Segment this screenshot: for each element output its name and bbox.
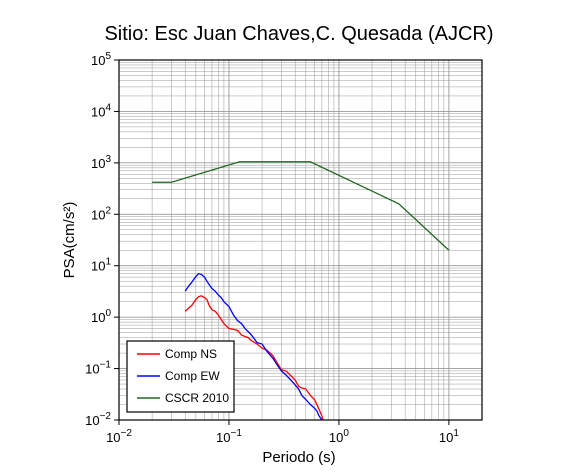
- series-line-1: [184, 272, 323, 420]
- y-tick-label: 101: [91, 257, 111, 274]
- y-axis-ticks: 10−2 10−1 100 101 102 103 104 105: [85, 51, 119, 428]
- x-tick-label: 100: [329, 428, 349, 445]
- x-axis-label: Periodo (s): [262, 449, 335, 466]
- series-line-0: [184, 295, 324, 420]
- x-tick-label: 10−1: [216, 428, 242, 445]
- y-tick-label: 10−1: [85, 360, 111, 377]
- x-tick-label: 10−2: [106, 428, 132, 445]
- x-axis-ticks: 10−2 10−1 100 101: [106, 420, 459, 445]
- legend: Comp NS Comp EW CSCR 2010: [126, 340, 235, 413]
- series-layer: [152, 161, 450, 420]
- y-tick-label: 10−2: [85, 411, 111, 428]
- y-tick-label: 102: [91, 205, 111, 222]
- y-tick-label: 100: [91, 308, 111, 325]
- legend-label: Comp NS: [165, 347, 217, 361]
- plot-frame: [118, 59, 483, 421]
- y-axis-label: PSA(cm/s²): [61, 202, 78, 279]
- series-line-2: [152, 161, 450, 251]
- y-tick-label: 103: [91, 154, 111, 171]
- chart-title: Sitio: Esc Juan Chaves,C. Quesada (AJCR): [104, 23, 493, 45]
- legend-label: Comp EW: [165, 369, 220, 383]
- grid: [118, 59, 483, 421]
- x-tick-label: 101: [439, 428, 459, 445]
- y-tick-label: 104: [91, 102, 111, 119]
- y-tick-label: 105: [91, 51, 111, 68]
- legend-label: CSCR 2010: [165, 391, 229, 405]
